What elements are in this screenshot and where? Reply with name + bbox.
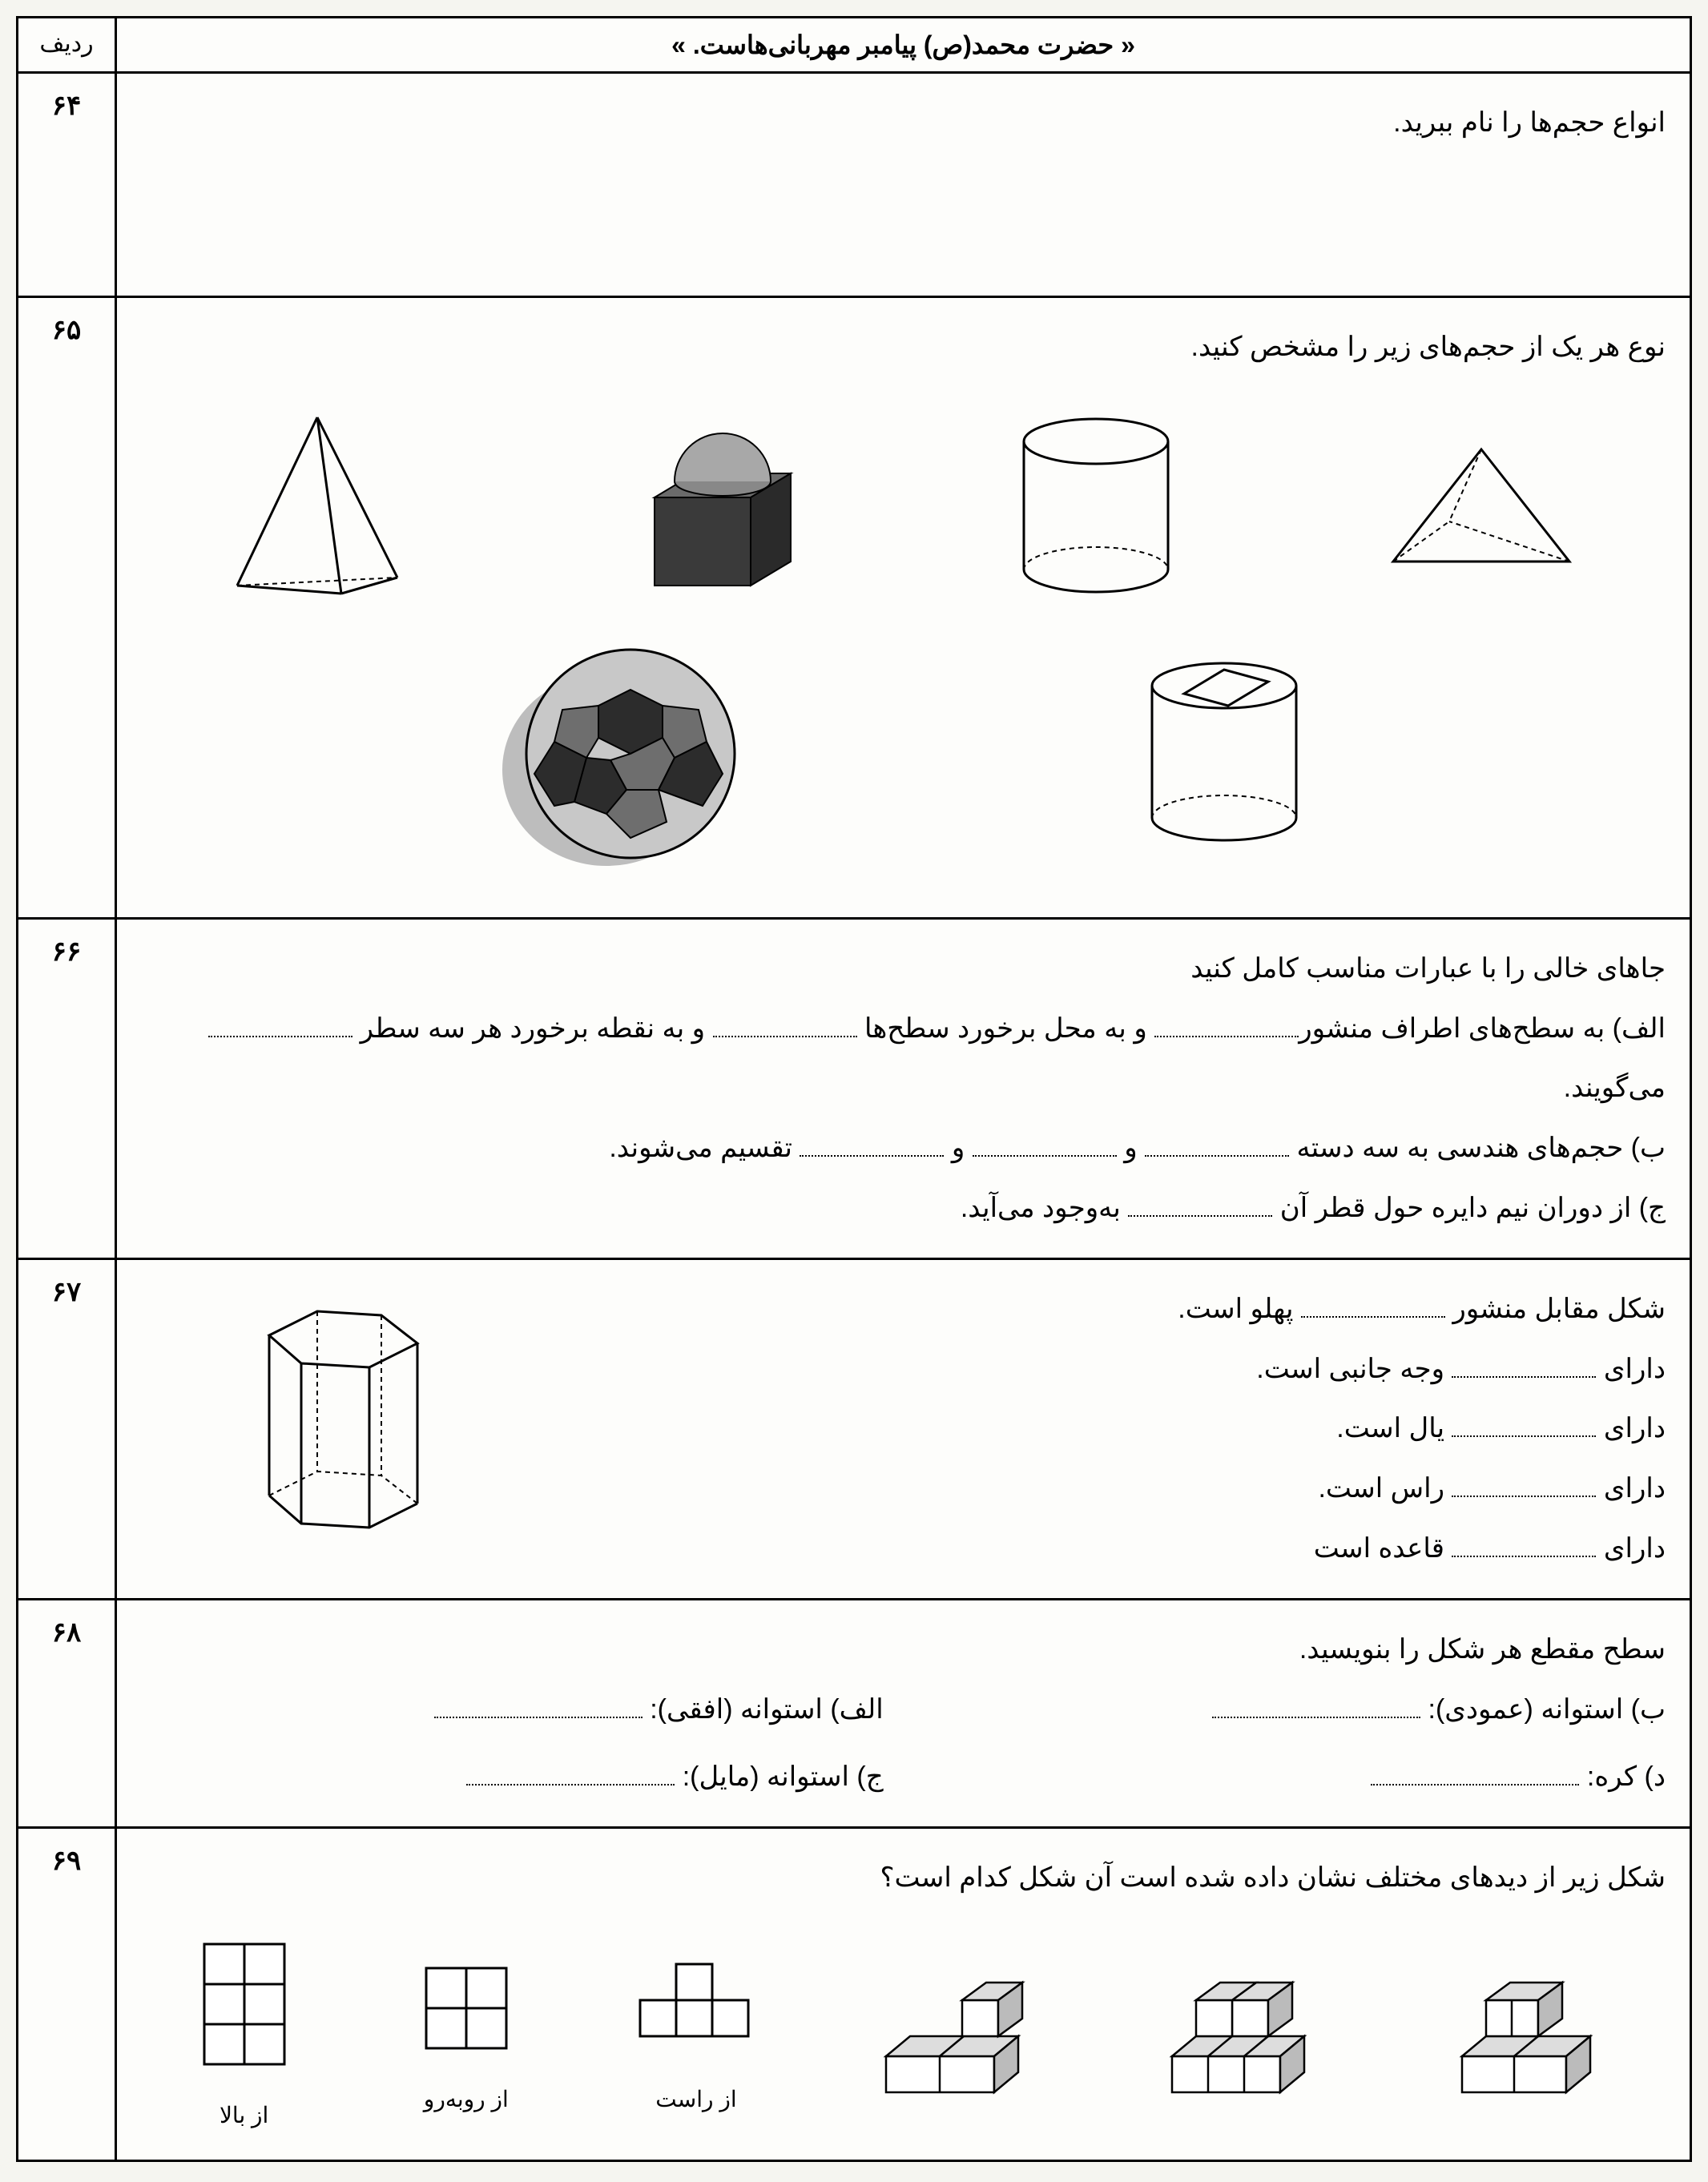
header-banner: « حضرت محمد(ص) پیامبر مهربانی‌هاست. » (115, 18, 1690, 71)
q68-num: ۶۸ (18, 1600, 115, 1826)
q66-a4: می‌گویند. (1564, 1073, 1666, 1103)
cylinder-square-icon (1136, 650, 1312, 858)
page: « حضرت محمد(ص) پیامبر مهربانی‌هاست. » رد… (16, 16, 1692, 2162)
hexagonal-prism-icon (141, 1279, 461, 1568)
cube-option-3-icon (866, 1960, 1050, 2112)
view-front: از روبه‌رو (406, 1948, 526, 2124)
q66-b1: ب) حجم‌های هندسی به سه دسته (1289, 1133, 1666, 1163)
q65-num: ۶۵ (18, 298, 115, 917)
q68-a: الف) استوانه (افقی): (643, 1694, 884, 1725)
q68-b: ب) استوانه (عمودی): (1420, 1694, 1666, 1725)
cylinder-icon (1008, 409, 1184, 602)
q66-title: جاهای خالی را با عبارات مناسب کامل کنید (141, 939, 1666, 999)
q69-content: شکل زیر از دیدهای مختلف نشان داده شده اس… (115, 1829, 1690, 2159)
q66-c2: به‌وجود می‌آید. (961, 1193, 1121, 1223)
q65-content: نوع هر یک از حجم‌های زیر را مشخص کنید. (115, 298, 1690, 917)
q67-l1a: شکل مقابل منشور (1445, 1294, 1666, 1324)
q66-line-c: ج) از دوران نیم دایره حول قطر آن به‌وجود… (141, 1178, 1666, 1238)
q65-shapes-row-2 (141, 634, 1666, 874)
row-68: سطح مقطع هر شکل را بنویسید. ب) استوانه (… (18, 1600, 1690, 1829)
q64-num: ۶۴ (18, 74, 115, 296)
row-64: انواع حجم‌ها را نام ببرید. ۶۴ (18, 74, 1690, 298)
q66-b2: و (1117, 1133, 1138, 1163)
q68-c: ج) استوانه (مایل): (675, 1761, 883, 1792)
cube-option-2-icon (1152, 1960, 1336, 2112)
q67-content: شکل مقابل منشور پهلو است. دارای وجه جانب… (115, 1260, 1690, 1598)
q67-num: ۶۷ (18, 1260, 115, 1598)
view-top-label: از بالا (184, 2091, 304, 2140)
q67-l4b: راس است. (1318, 1473, 1452, 1504)
soccer-ball-icon (494, 634, 751, 874)
q64-content: انواع حجم‌ها را نام ببرید. (115, 74, 1690, 296)
q67-l5a: دارای (1596, 1533, 1666, 1564)
row-66: جاهای خالی را با عبارات مناسب کامل کنید … (18, 920, 1690, 1260)
q69-title: شکل زیر از دیدهای مختلف نشان داده شده اس… (141, 1848, 1666, 1908)
q68-d: د) کره: (1579, 1761, 1666, 1792)
q66-a2: و به محل برخورد سطح‌ها (857, 1013, 1147, 1044)
q68-grid: ب) استوانه (عمودی): الف) استوانه (افقی):… (141, 1680, 1666, 1808)
q64-text: انواع حجم‌ها را نام ببرید. (1393, 107, 1666, 138)
q66-line-b: ب) حجم‌های هندسی به سه دسته و و تقسیم می… (141, 1118, 1666, 1178)
q66-b4: تقسیم می‌شوند. (609, 1133, 792, 1163)
q65-text: نوع هر یک از حجم‌های زیر را مشخص کنید. (141, 317, 1666, 377)
view-top: از بالا (184, 1932, 304, 2140)
q67-l5b: قاعده است (1314, 1533, 1452, 1564)
view-right: از راست (628, 1948, 764, 2124)
row-67: شکل مقابل منشور پهلو است. دارای وجه جانب… (18, 1260, 1690, 1600)
q67-l3a: دارای (1596, 1413, 1666, 1443)
q66-a3: و به نقطه برخورد هر سه سطر (352, 1013, 705, 1044)
q69-num: ۶۹ (18, 1829, 115, 2159)
q65-shapes-row-1 (141, 401, 1666, 610)
q67-text-block: شکل مقابل منشور پهلو است. دارای وجه جانب… (510, 1279, 1666, 1579)
q67-l3b: یال است. (1336, 1413, 1452, 1443)
q67-l4a: دارای (1596, 1473, 1666, 1504)
view-front-label: از روبه‌رو (406, 2075, 526, 2124)
cube-dome-icon (606, 401, 815, 610)
q66-content: جاهای خالی را با عبارات مناسب کامل کنید … (115, 920, 1690, 1258)
row-65: نوع هر یک از حجم‌های زیر را مشخص کنید. (18, 298, 1690, 920)
q68-title: سطح مقطع هر شکل را بنویسید. (141, 1620, 1666, 1680)
q67-l2b: وجه جانبی است. (1256, 1354, 1452, 1384)
q66-b3: و (944, 1133, 965, 1163)
q67-l1b: پهلو است. (1178, 1294, 1301, 1324)
pyramid-icon (221, 401, 413, 610)
view-right-label: از راست (628, 2075, 764, 2124)
q68-content: سطح مقطع هر شکل را بنویسید. ب) استوانه (… (115, 1600, 1690, 1826)
q66-a1: الف) به سطح‌های اطراف منشور (1299, 1013, 1666, 1044)
header-col-label: ردیف (18, 18, 115, 71)
q67-l2a: دارای (1596, 1354, 1666, 1384)
cube-option-1-icon (1438, 1960, 1622, 2112)
row-69: شکل زیر از دیدهای مختلف نشان داده شده اس… (18, 1829, 1690, 2159)
q66-num: ۶۶ (18, 920, 115, 1258)
q69-shapes: از راست از روبه‌رو (141, 1932, 1666, 2140)
triangular-prism-icon (1377, 425, 1585, 586)
q66-line-a: الف) به سطح‌های اطراف منشور و به محل برخ… (141, 999, 1666, 1119)
q66-c1: ج) از دوران نیم دایره حول قطر آن (1272, 1193, 1666, 1223)
header-row: « حضرت محمد(ص) پیامبر مهربانی‌هاست. » رد… (18, 18, 1690, 74)
